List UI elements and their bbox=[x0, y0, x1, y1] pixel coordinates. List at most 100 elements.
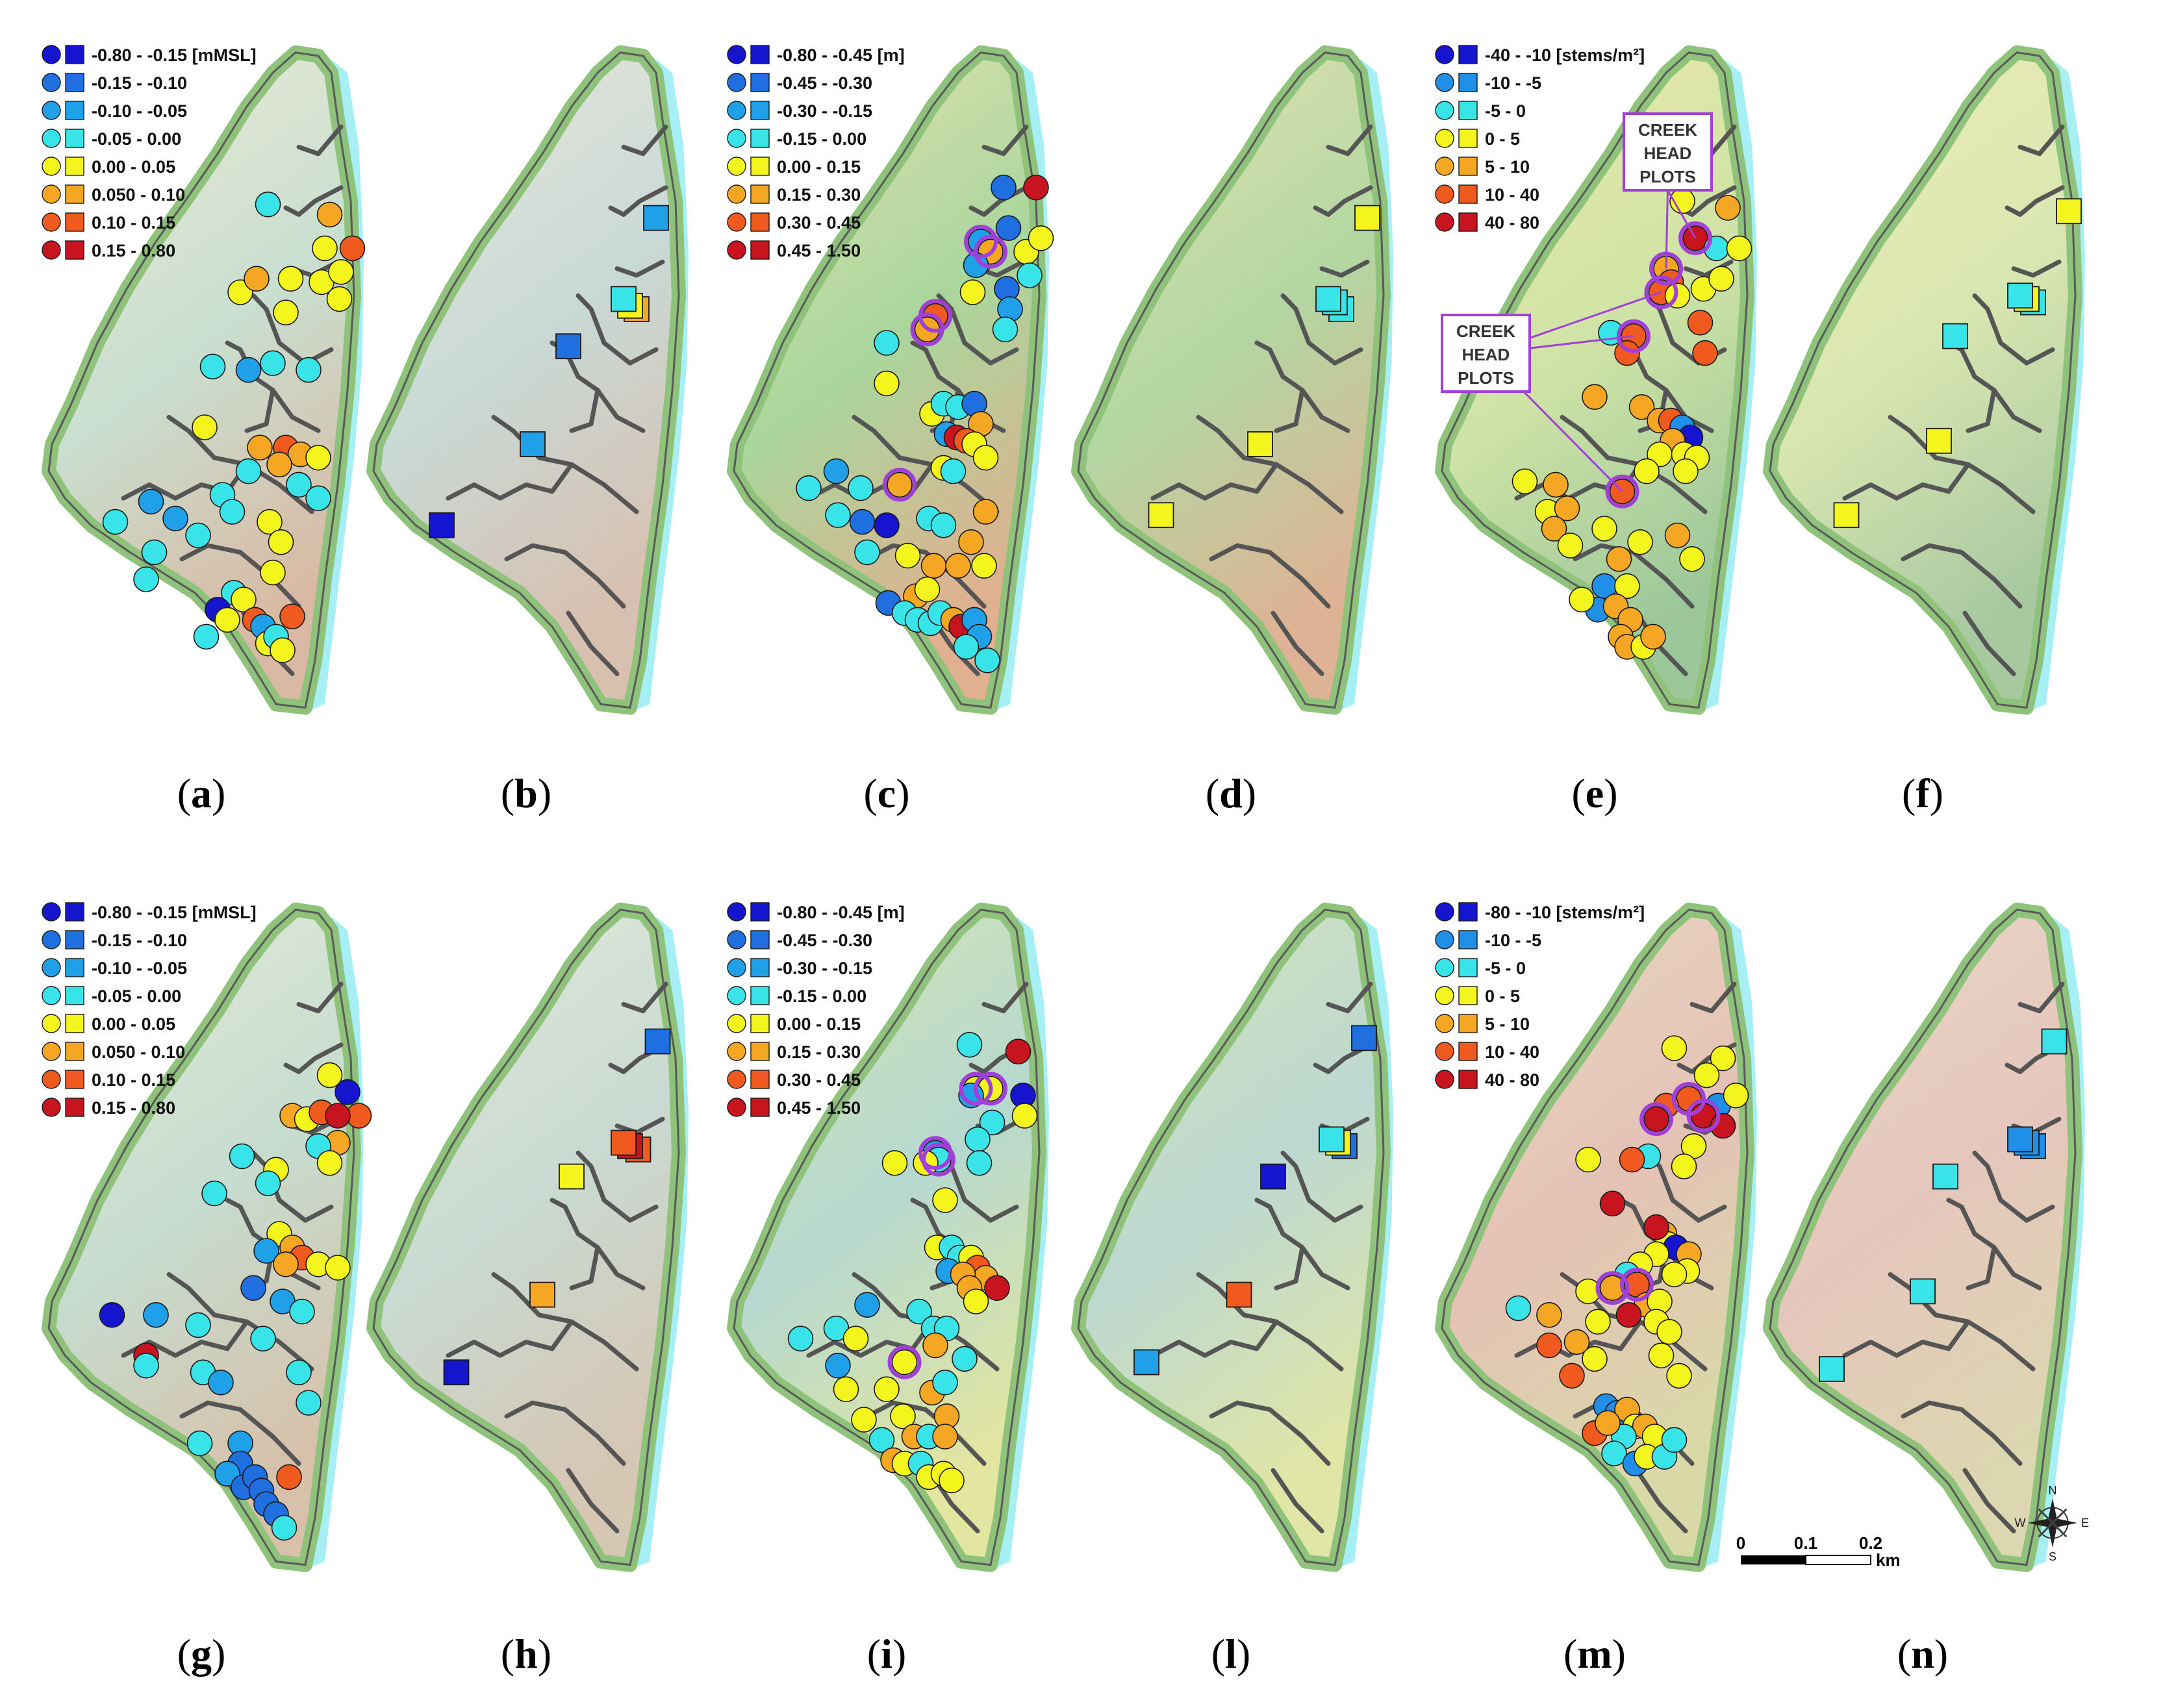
legend-square-swatch bbox=[65, 212, 84, 232]
scale-bar-unit: km bbox=[1876, 1550, 1901, 1570]
sample-point-circle bbox=[1628, 394, 1655, 420]
sample-point-circle bbox=[930, 512, 957, 538]
sample-point-square bbox=[611, 286, 637, 312]
sample-point-circle bbox=[1582, 1346, 1608, 1372]
legend-label: -0.10 - -0.05 bbox=[92, 959, 187, 978]
sample-point-circle bbox=[1505, 1295, 1532, 1322]
annotation-text: CREEK bbox=[1638, 120, 1697, 140]
sample-point-circle bbox=[276, 1464, 302, 1490]
creek-line bbox=[1209, 1400, 1331, 1466]
legend-circle-swatch bbox=[42, 902, 61, 922]
sample-point-circle bbox=[1541, 516, 1567, 542]
creek-line bbox=[550, 1198, 646, 1290]
legend-label: 0.45 - 1.50 bbox=[777, 241, 861, 260]
creek-line bbox=[283, 185, 344, 217]
creek-line bbox=[296, 124, 344, 157]
creek-head-highlight-ring bbox=[1644, 275, 1678, 309]
sample-point-circle bbox=[1575, 1278, 1601, 1305]
sample-point-circle bbox=[133, 566, 159, 592]
creek-line bbox=[576, 1150, 659, 1223]
sample-point-circle bbox=[849, 509, 876, 535]
creek-line bbox=[1962, 1468, 2016, 1534]
panel-caption-h: (h) bbox=[500, 1631, 552, 1677]
legend-label: -0.80 - -0.45 [m] bbox=[777, 45, 905, 65]
sample-point-circle bbox=[1708, 266, 1734, 292]
creek-line bbox=[1196, 1272, 1344, 1372]
sample-point-circle bbox=[277, 266, 304, 292]
legend-square-swatch bbox=[1458, 1042, 1478, 1061]
legend-circle-swatch bbox=[1435, 212, 1454, 232]
legend-label: -10 - -5 bbox=[1485, 931, 1541, 950]
legend-circle-swatch bbox=[727, 129, 746, 148]
annotation-text: HEAD bbox=[1644, 144, 1692, 163]
sample-point-circle bbox=[1693, 1062, 1720, 1088]
sample-point-circle bbox=[1671, 1153, 1697, 1179]
sample-point-circle bbox=[1536, 1302, 1562, 1328]
compass-rose: N S E W bbox=[2015, 1484, 2090, 1563]
legend-square-swatch bbox=[1458, 101, 1478, 120]
sample-point-circle bbox=[1023, 174, 1049, 201]
sample-point-circle bbox=[260, 350, 286, 377]
legend-label: -0.05 - 0.00 bbox=[92, 986, 181, 1006]
legend-square-swatch bbox=[750, 129, 770, 148]
sample-point-circle bbox=[1569, 586, 1595, 613]
creek-line bbox=[166, 1272, 314, 1372]
compass-arrow bbox=[2028, 1518, 2053, 1528]
legend-circle-swatch bbox=[727, 1042, 746, 1061]
sample-point-square bbox=[555, 333, 581, 360]
sample-point-circle bbox=[1575, 1146, 1601, 1173]
legend-circle-swatch bbox=[42, 1014, 61, 1033]
legend-circle-swatch bbox=[42, 958, 61, 977]
sample-point-circle bbox=[229, 1143, 255, 1170]
sample-point-circle bbox=[339, 235, 366, 262]
sample-point-square bbox=[643, 205, 669, 231]
legend: -0.80 - -0.45 [m] -0.45 - -0.30 -0.30 - -0… bbox=[727, 45, 905, 260]
annotation-text: PLOTS bbox=[1458, 368, 1514, 388]
sample-point-square bbox=[644, 1028, 671, 1055]
creek-head-highlight-ring bbox=[1617, 319, 1651, 353]
creek-head-highlight-ring bbox=[887, 1345, 922, 1379]
sample-point-square bbox=[1354, 205, 1380, 231]
legend-square-swatch bbox=[65, 157, 84, 176]
panel-caption-f: (f) bbox=[1902, 770, 1943, 816]
sample-point-circle bbox=[99, 1302, 125, 1328]
creek-line bbox=[1150, 1319, 1279, 1358]
legend-circle-swatch bbox=[727, 45, 746, 64]
legend-square-swatch bbox=[65, 986, 84, 1005]
sample-point-square bbox=[1315, 286, 1341, 312]
creek-line bbox=[296, 981, 344, 1014]
legend-circle-swatch bbox=[727, 958, 746, 977]
sample-point-circle bbox=[102, 509, 129, 535]
creek-line bbox=[2005, 185, 2065, 217]
creek-line bbox=[566, 1468, 620, 1534]
legend-label: -0.15 - -0.10 bbox=[92, 931, 187, 950]
sample-point-circle bbox=[894, 542, 921, 569]
sample-point-circle bbox=[1585, 1309, 1611, 1335]
sample-point-circle bbox=[273, 1251, 299, 1277]
legend-label: 0.30 - 0.45 bbox=[777, 1070, 861, 1090]
sample-point-circle bbox=[316, 1150, 343, 1176]
map-panel-h bbox=[366, 902, 689, 1572]
creek-head-highlight-ring bbox=[1686, 1099, 1721, 1133]
sample-point-circle bbox=[1557, 533, 1584, 559]
sample-point-square bbox=[1247, 431, 1273, 457]
creek-head-highlight-ring bbox=[1678, 221, 1712, 255]
creek-line bbox=[1319, 259, 1370, 278]
sample-point-circle bbox=[848, 475, 874, 501]
creek-line bbox=[1254, 1198, 1350, 1290]
sample-point-square bbox=[2041, 1028, 2068, 1055]
sample-point-circle bbox=[266, 451, 292, 478]
sample-point-circle bbox=[1543, 471, 1569, 498]
legend-circle-swatch bbox=[42, 930, 61, 949]
legend-label: 0.00 - 0.05 bbox=[92, 1014, 175, 1034]
island-outline bbox=[372, 51, 680, 709]
legend-square-swatch bbox=[1458, 184, 1478, 204]
legend-label: -0.15 - -0.10 bbox=[92, 73, 187, 93]
sample-point-circle bbox=[1726, 235, 1752, 262]
sample-point-circle bbox=[1599, 1190, 1626, 1216]
sample-point-circle bbox=[971, 553, 997, 579]
panel-caption-a: (a) bbox=[177, 770, 226, 816]
sample-point-circle bbox=[874, 1376, 900, 1402]
annotation-leader-line bbox=[1667, 190, 1697, 239]
sample-point-circle bbox=[1017, 262, 1043, 288]
